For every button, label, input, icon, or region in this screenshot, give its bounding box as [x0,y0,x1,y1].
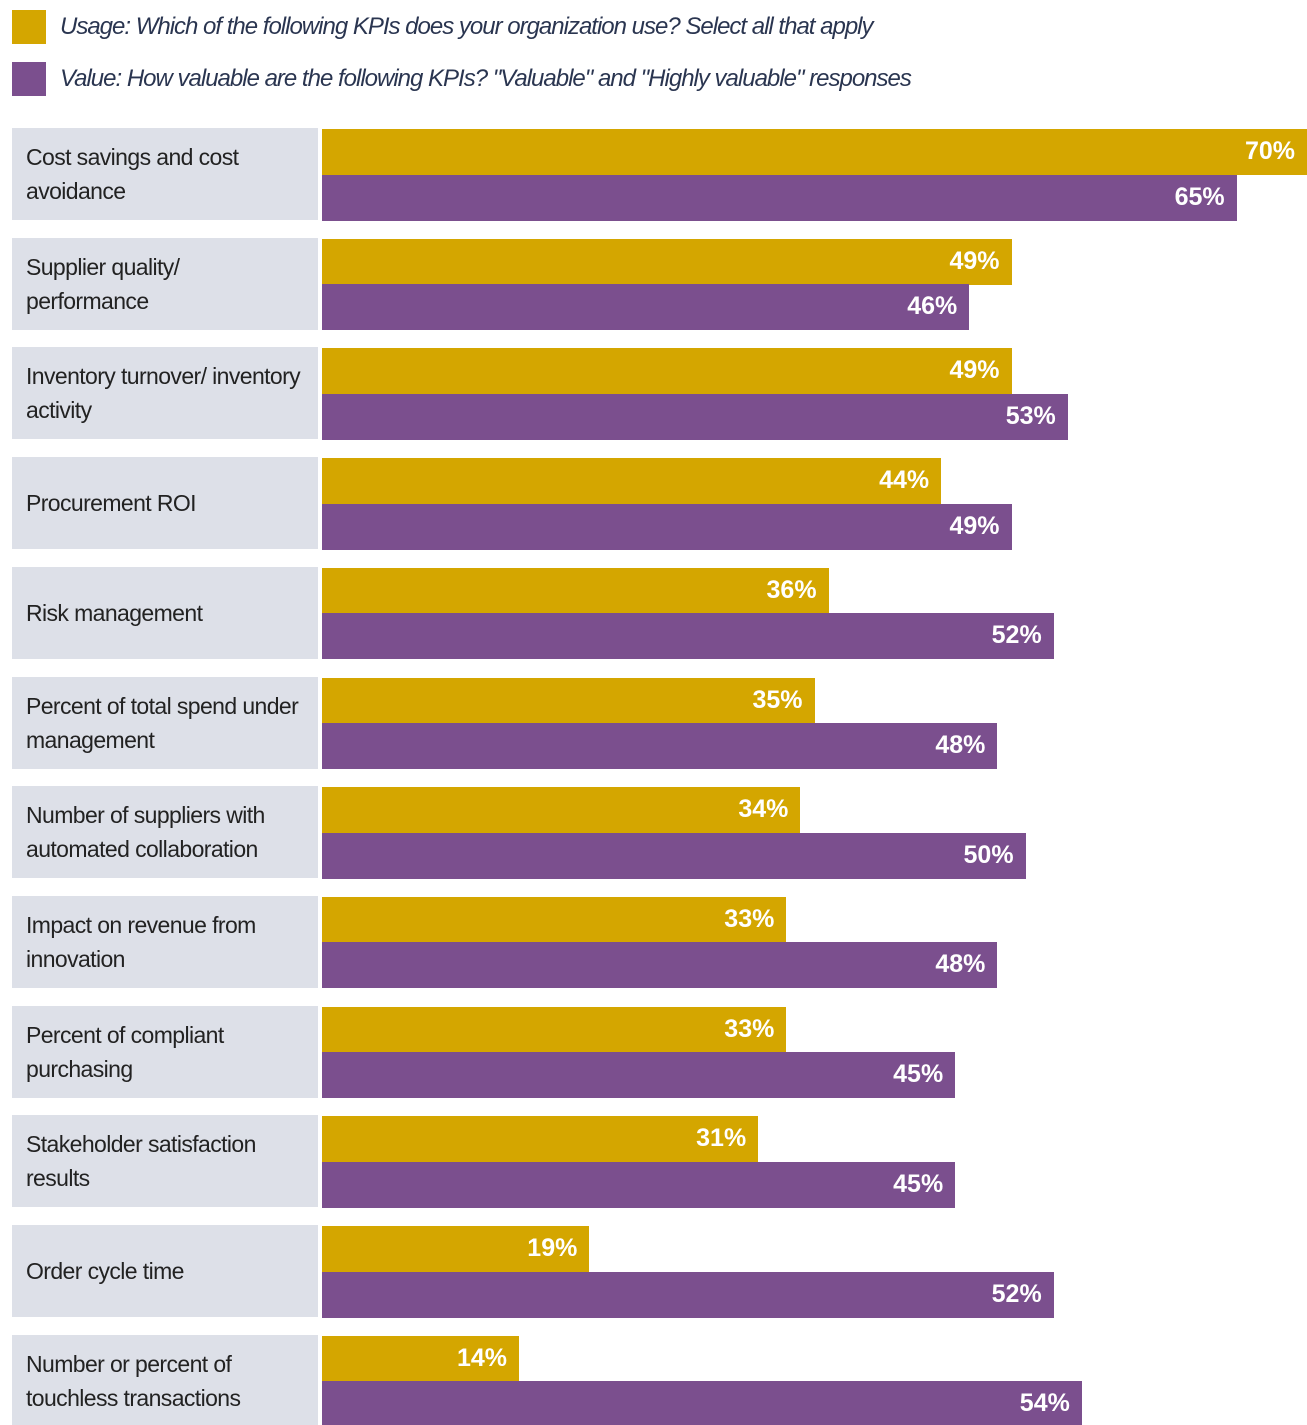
legend-swatch [12,10,46,44]
legend-label: Value: How valuable are the following KP… [60,65,912,92]
value-label: 14% [456,1343,507,1372]
category-label: Percent of total spend under management [12,676,318,769]
bar [322,896,787,943]
value-label: 45% [893,1169,944,1198]
bar [322,613,1054,660]
value-label: 46% [907,292,958,321]
category-label: Risk management [12,566,318,659]
value-label: 52% [991,1279,1042,1308]
bar [322,503,1012,550]
value-label: 70% [1244,137,1295,165]
category-label: Inventory turnover/ inventory activity [12,347,318,440]
value-label: 34% [738,795,789,824]
bar [322,348,1012,395]
bar [322,787,801,834]
category-label: Stakeholder satisfaction results [12,1115,318,1208]
bar [322,284,970,331]
bar [322,393,1068,440]
value-label: 49% [949,511,1000,540]
value-label: 35% [752,685,803,714]
value-label: 19% [527,1234,578,1262]
bar [322,1161,956,1208]
value-label: 53% [1005,401,1056,430]
value-label: 50% [963,840,1014,869]
category-label: Number or percent of touchless transacti… [12,1334,318,1425]
category-label: Supplier quality/ performance [12,237,318,330]
bar [322,129,1307,175]
category-label: Cost savings and cost avoidance [12,128,318,220]
category-label: Number of suppliers with automated colla… [12,786,318,879]
value-label: 48% [935,731,986,759]
legend-label: Usage: Which of the following KPIs does … [60,13,874,40]
bar [322,1052,956,1099]
value-label: 45% [893,1060,944,1089]
category-label: Order cycle time [12,1225,318,1317]
bar [322,723,998,769]
value-label: 54% [1019,1389,1070,1418]
value-label: 48% [935,950,986,979]
bar [322,942,998,989]
bar [322,832,1026,879]
value-label: 44% [879,466,930,495]
bar [322,238,1012,285]
bar [322,458,942,505]
value-label: 33% [724,904,775,933]
bar [322,1381,1082,1425]
bar [322,1116,759,1163]
bar [322,567,829,614]
legend-swatch [12,62,46,96]
bar [322,1271,1054,1318]
bar [322,677,815,724]
bar [322,1226,590,1272]
value-label: 33% [724,1014,775,1043]
value-label: 52% [991,621,1042,650]
value-label: 65% [1174,182,1225,211]
value-label: 31% [696,1124,747,1153]
value-label: 49% [949,246,1000,275]
bar [322,1006,787,1053]
bar [322,1335,519,1382]
category-label: Procurement ROI [12,457,318,550]
category-label: Impact on revenue from innovation [12,895,318,988]
value-label: 49% [949,356,1000,385]
category-label: Percent of compliant purchasing [12,1005,318,1098]
value-label: 36% [766,575,817,604]
bar [322,174,1237,221]
